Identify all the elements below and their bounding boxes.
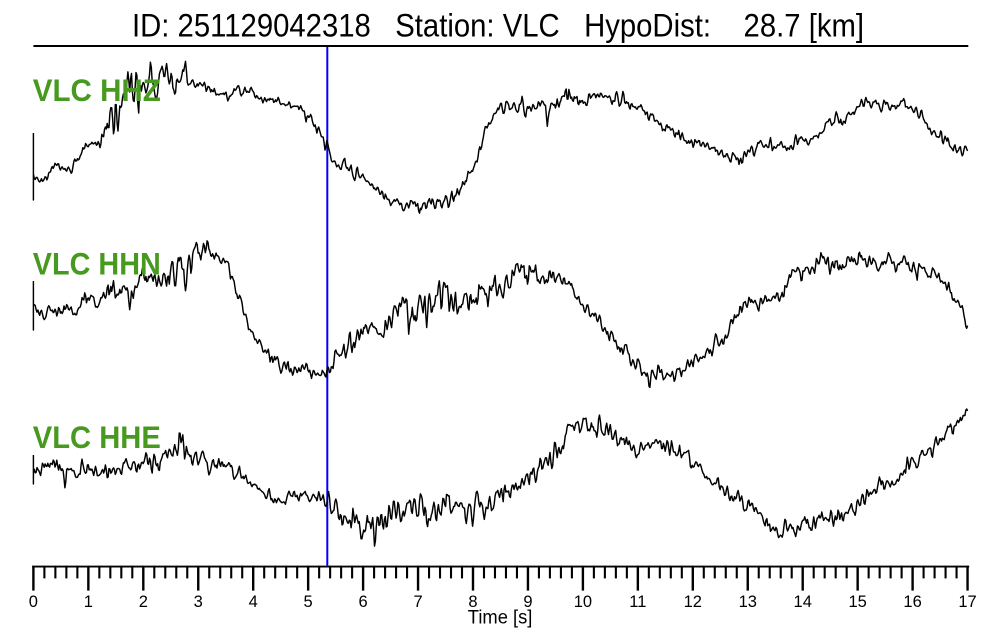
svg-text:3: 3 (194, 593, 203, 611)
svg-text:4: 4 (249, 593, 258, 611)
svg-text:12: 12 (684, 593, 702, 611)
svg-text:VLC HHN: VLC HHN (33, 246, 161, 282)
svg-text:ID: 251129042318 Station: VL: ID: 251129042318 Station: VLC HypoDist: … (132, 8, 864, 44)
svg-text:15: 15 (848, 593, 866, 611)
svg-text:1: 1 (84, 593, 93, 611)
svg-text:Time [s]: Time [s] (468, 607, 533, 629)
svg-text:7: 7 (413, 593, 422, 611)
svg-text:13: 13 (739, 593, 757, 611)
svg-text:VLC HHE: VLC HHE (33, 419, 161, 455)
svg-text:10: 10 (574, 593, 592, 611)
svg-text:0: 0 (29, 593, 38, 611)
svg-text:16: 16 (903, 593, 921, 611)
svg-text:6: 6 (359, 593, 368, 611)
svg-text:VLC HHZ: VLC HHZ (33, 72, 161, 108)
svg-text:8: 8 (468, 593, 477, 611)
svg-text:11: 11 (629, 593, 646, 611)
svg-text:5: 5 (304, 593, 313, 611)
svg-text:17: 17 (958, 593, 976, 611)
svg-text:9: 9 (523, 593, 532, 611)
svg-text:2: 2 (139, 593, 148, 611)
svg-text:14: 14 (794, 593, 812, 611)
